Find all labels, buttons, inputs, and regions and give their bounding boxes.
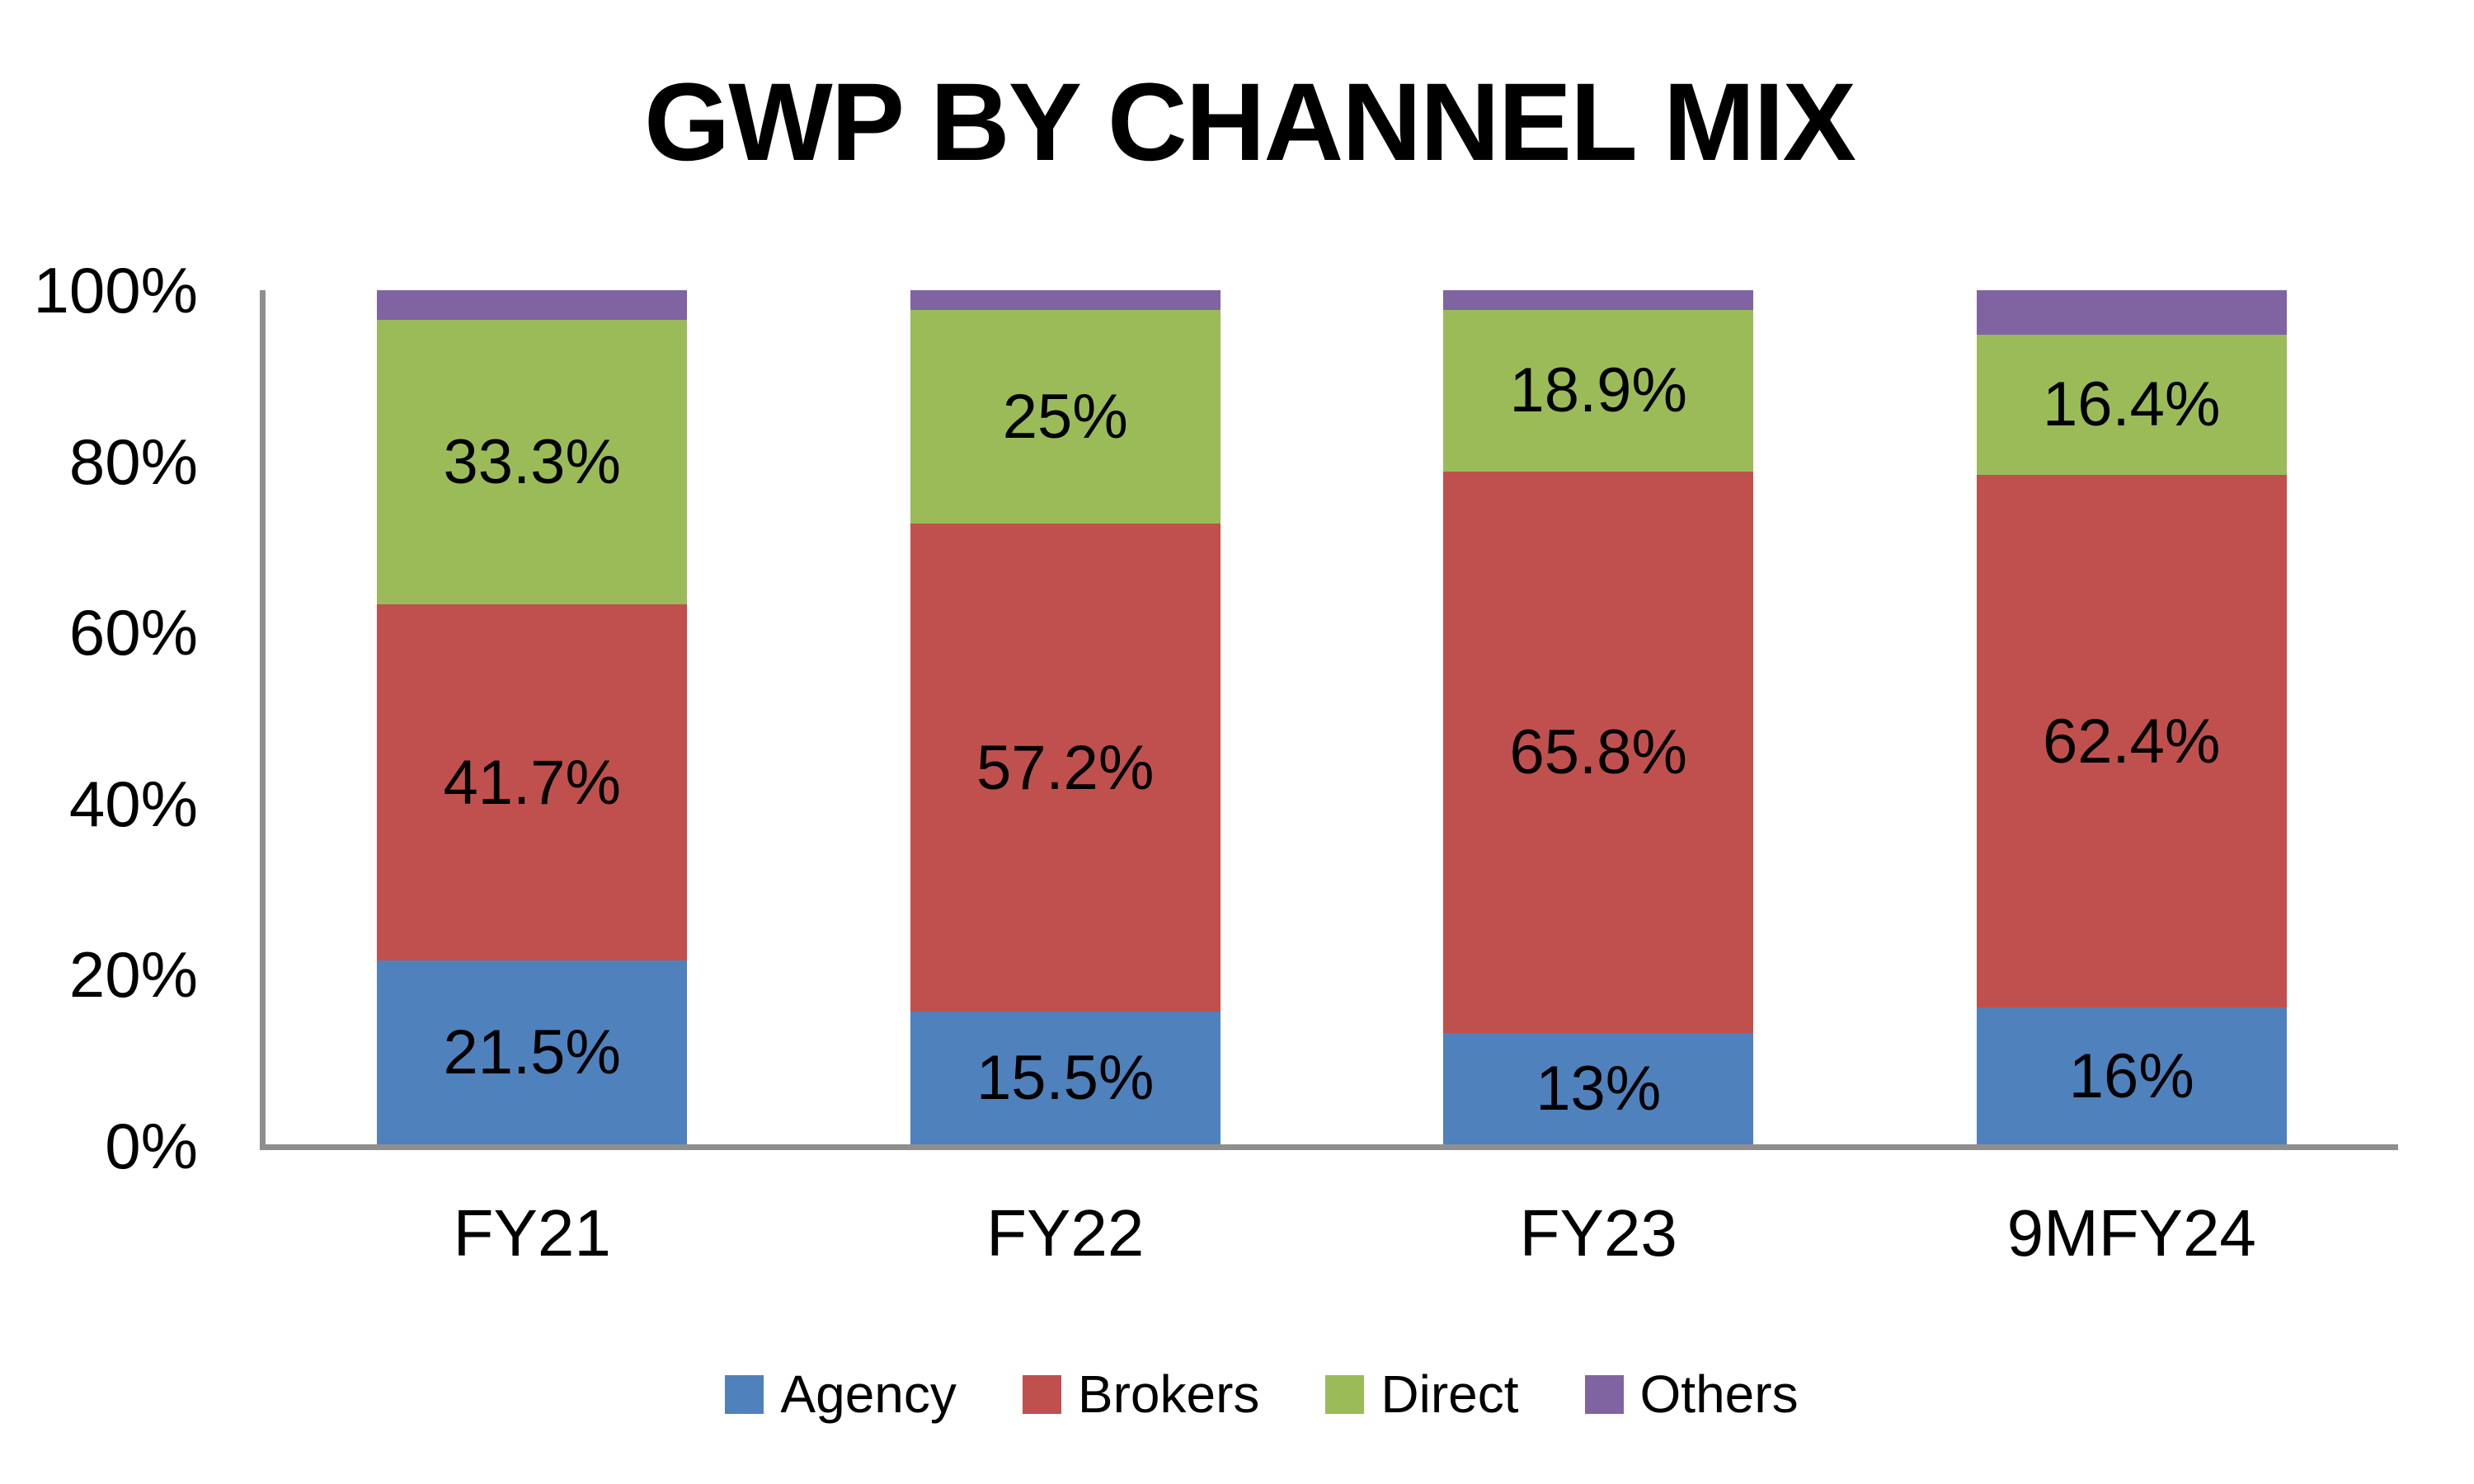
x-label-fy23: FY23: [1519, 1196, 1677, 1270]
bar-segment-others-fy22: [910, 290, 1221, 310]
data-label-agency-fy23: 13%: [1536, 1054, 1662, 1125]
y-tick-label: 0%: [105, 1110, 198, 1182]
bar-segment-brokers-9mfy24: 62.4%: [1976, 474, 2287, 1008]
legend-swatch-agency-icon: [725, 1374, 764, 1414]
bar-segment-direct-fy21: 33.3%: [377, 320, 688, 605]
chart-title: GWP BY CHANNEL MIX: [644, 61, 1856, 184]
bar-segment-direct-fy22: 25%: [910, 309, 1221, 524]
bar-segment-brokers-fy22: 57.2%: [910, 523, 1221, 1012]
x-label-9mfy24: 9MFY24: [2006, 1196, 2256, 1270]
y-tick-label: 40%: [68, 767, 198, 840]
bars: 21.5% 41.7% 33.3% 15.5% 57.2% 25% 13% 65.8% 18.9…: [266, 290, 2398, 1144]
legend-label-others: Others: [1639, 1364, 1799, 1424]
bar-segment-direct-fy23: 18.9%: [1443, 309, 1754, 472]
data-label-brokers-fy22: 57.2%: [976, 732, 1155, 803]
data-label-brokers-9mfy24: 62.4%: [2043, 706, 2221, 777]
bar-slot-fy22: 15.5% 57.2% 25%: [799, 290, 1333, 1144]
data-label-brokers-fy21: 41.7%: [443, 747, 622, 818]
x-axis-category-labels: FY21 FY22 FY23 9MFY24: [266, 1194, 2398, 1273]
legend-item-direct: Direct: [1325, 1364, 1519, 1424]
x-label-fy22: FY22: [986, 1196, 1145, 1270]
data-label-agency-fy21: 21.5%: [443, 1017, 622, 1088]
bar-segment-others-fy23: [1443, 290, 1754, 310]
stacked-bar-fy21: 21.5% 41.7% 33.3%: [377, 290, 688, 1144]
legend: Agency Brokers Direct Others: [0, 1364, 2474, 1424]
bar-segment-direct-9mfy24: 16.4%: [1976, 334, 2287, 475]
data-label-direct-fy23: 18.9%: [1509, 355, 1688, 426]
x-axis-line: [260, 1144, 2398, 1150]
legend-label-agency: Agency: [780, 1364, 957, 1424]
data-label-direct-9mfy24: 16.4%: [2043, 369, 2221, 440]
y-tick-label: 100%: [33, 254, 199, 326]
data-label-direct-fy21: 33.3%: [443, 427, 622, 498]
bar-slot-fy23: 13% 65.8% 18.9%: [1332, 290, 1865, 1144]
legend-label-brokers: Brokers: [1077, 1364, 1260, 1424]
legend-item-others: Others: [1584, 1364, 1799, 1424]
y-tick-label: 60%: [68, 596, 198, 669]
stacked-bar-9mfy24: 16% 62.4% 16.4%: [1976, 290, 2287, 1144]
bar-slot-fy21: 21.5% 41.7% 33.3%: [266, 290, 799, 1144]
data-label-agency-fy22: 15.5%: [976, 1043, 1155, 1114]
legend-label-direct: Direct: [1380, 1364, 1519, 1424]
bar-segment-brokers-fy23: 65.8%: [1443, 471, 1754, 1034]
bar-segment-others-9mfy24: [1976, 290, 2287, 335]
stacked-bar-fy22: 15.5% 57.2% 25%: [910, 290, 1221, 1144]
stacked-bar-fy23: 13% 65.8% 18.9%: [1443, 290, 1754, 1144]
data-label-direct-fy22: 25%: [1002, 381, 1128, 452]
legend-swatch-others-icon: [1584, 1374, 1624, 1414]
legend-item-brokers: Brokers: [1022, 1364, 1260, 1424]
y-axis-line: [260, 290, 266, 1150]
bar-slot-9mfy24: 16% 62.4% 16.4%: [1865, 290, 2399, 1144]
legend-swatch-direct-icon: [1325, 1374, 1365, 1414]
bar-segment-others-fy21: [377, 290, 688, 321]
y-tick-label: 80%: [68, 425, 198, 498]
bar-segment-agency-fy21: 21.5%: [377, 960, 688, 1144]
bar-segment-agency-fy22: 15.5%: [910, 1012, 1221, 1144]
legend-item-agency: Agency: [725, 1364, 957, 1424]
data-label-brokers-fy23: 65.8%: [1509, 716, 1688, 787]
bar-segment-brokers-fy21: 41.7%: [377, 604, 688, 961]
data-label-agency-9mfy24: 16%: [2068, 1040, 2194, 1111]
x-label-fy21: FY21: [453, 1196, 611, 1270]
bar-segment-agency-9mfy24: 16%: [1976, 1007, 2287, 1144]
y-tick-label: 20%: [68, 938, 198, 1012]
bar-segment-agency-fy23: 13%: [1443, 1033, 1754, 1144]
legend-swatch-brokers-icon: [1022, 1374, 1061, 1414]
